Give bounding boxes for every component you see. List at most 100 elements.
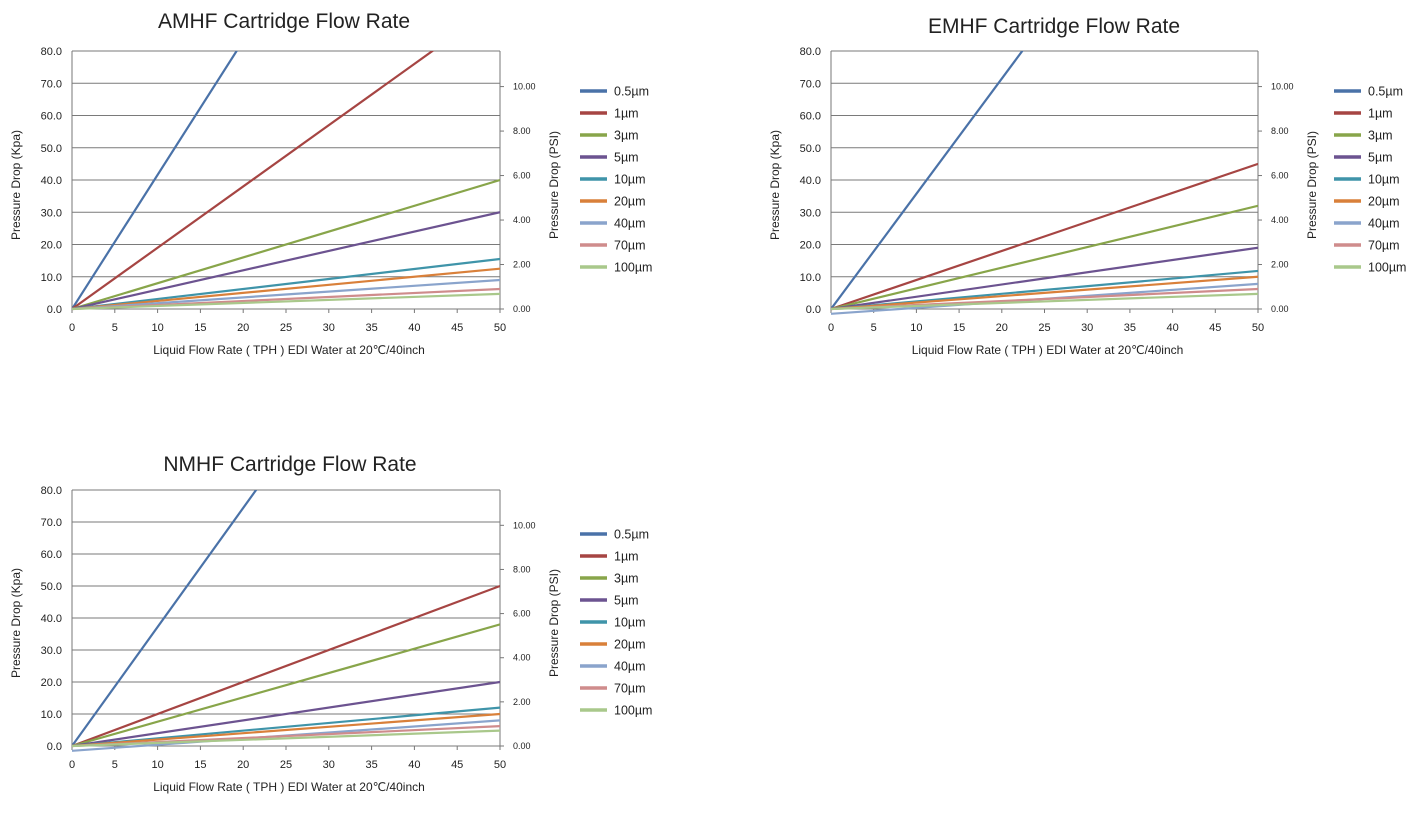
x-tick-label: 40 [408, 759, 420, 771]
series-lines [72, 51, 500, 311]
series-line-20um [72, 712, 500, 748]
series-line-3um [72, 623, 500, 748]
series-line-0.5um [72, 490, 258, 747]
series-line-100um [831, 292, 1258, 311]
series-line-0.5um [831, 51, 1024, 310]
x-tick-label: 40 [1166, 322, 1178, 334]
y2-tick-label: 4.00 [513, 215, 531, 225]
x-tick-label: 30 [323, 759, 335, 771]
y2-tick-label: 4.00 [513, 653, 531, 663]
y-axis-label: Pressure Drop (Kpa) [768, 130, 782, 240]
series-line-5um [72, 680, 500, 748]
y2-tick-label: 0.00 [513, 304, 531, 314]
y-tick-label: 10.0 [41, 272, 62, 284]
y-tick-label: 30.0 [800, 207, 821, 219]
x-tick-label: 15 [194, 322, 206, 334]
legend-label: 100µm [614, 261, 652, 275]
y-tick-label: 60.0 [800, 111, 821, 123]
legend-label: 1µm [614, 550, 639, 564]
x-tick-label: 5 [871, 322, 877, 334]
series-line-100um [72, 729, 500, 748]
x-tick-label: 30 [1081, 322, 1093, 334]
chart-title: EMHF Cartridge Flow Rate [928, 15, 1180, 38]
legend-label: 1µm [614, 107, 639, 121]
legend-label: 100µm [1368, 261, 1406, 275]
legend-label: 40µm [1368, 217, 1400, 231]
series-line-3um [831, 204, 1258, 311]
legend-label: 0.5µm [1368, 85, 1403, 99]
x-tick-label: 10 [151, 759, 163, 771]
x-tick-label: 0 [828, 322, 834, 334]
y2-tick-label: 10.00 [1271, 82, 1294, 92]
legend-label: 3µm [614, 129, 639, 143]
legend-label: 70µm [614, 239, 646, 253]
y-tick-label: 50.0 [41, 143, 62, 155]
y-tick-label: 80.0 [41, 485, 62, 497]
y-tick-label: 0.0 [47, 741, 62, 753]
x-tick-label: 30 [323, 322, 335, 334]
legend-label: 20µm [614, 195, 646, 209]
x-tick-label: 0 [69, 759, 75, 771]
y2-tick-label: 2.00 [1271, 260, 1289, 270]
y-tick-label: 50.0 [800, 143, 821, 155]
x-tick-label: 35 [365, 322, 377, 334]
legend-label: 3µm [1368, 129, 1393, 143]
x-tick-label: 40 [408, 322, 420, 334]
legend-label: 0.5µm [614, 85, 649, 99]
series-line-20um [831, 275, 1258, 311]
x-tick-label: 45 [451, 322, 463, 334]
y-axis-label: Pressure Drop (Kpa) [9, 130, 23, 240]
legend-label: 20µm [614, 638, 646, 652]
chart-nmhf: NMHF Cartridge Flow Rate 0.0 10.0 20.0 30.0 4… [9, 453, 652, 794]
y2-tick-label: 8.00 [1271, 126, 1289, 136]
x-tick-label: 20 [237, 759, 249, 771]
x-tick-label: 5 [112, 759, 118, 771]
y-tick-label: 20.0 [800, 240, 821, 252]
series-line-3um [72, 178, 500, 311]
x-tick-label: 15 [953, 322, 965, 334]
y-axis-label: Pressure Drop (Kpa) [9, 568, 23, 678]
legend-label: 1µm [1368, 107, 1393, 121]
x-tick-label: 45 [451, 759, 463, 771]
legend: 0.5µm 1µm 3µm 5µm 10µm 20µm 40µm 70µm 100µm [580, 528, 652, 718]
x-tick-label: 20 [237, 322, 249, 334]
x-tick-label: 0 [69, 322, 75, 334]
y-tick-label: 80.0 [41, 46, 62, 58]
y-tick-label: 20.0 [41, 677, 62, 689]
y-tick-label: 70.0 [41, 517, 62, 529]
x-tick-label: 10 [151, 322, 163, 334]
series-lines [831, 51, 1258, 315]
series-line-5um [72, 211, 500, 311]
y2-tick-label: 6.00 [513, 609, 531, 619]
legend: 0.5µm 1µm 3µm 5µm 10µm 20µm 40µm 70µm 100µm [1334, 85, 1406, 275]
x-tick-label: 15 [194, 759, 206, 771]
x-tick-label: 25 [1038, 322, 1050, 334]
y2-tick-label: 2.00 [513, 260, 531, 270]
x-tick-label: 10 [910, 322, 922, 334]
y2-tick-label: 0.00 [513, 741, 531, 751]
x-tick-label: 50 [494, 322, 506, 334]
chart-title: NMHF Cartridge Flow Rate [163, 453, 416, 476]
series-line-5um [831, 246, 1258, 311]
y-tick-label: 30.0 [41, 645, 62, 657]
legend-label: 0.5µm [614, 528, 649, 542]
legend-label: 3µm [614, 572, 639, 586]
legend-label: 5µm [1368, 151, 1393, 165]
y-tick-label: 70.0 [41, 78, 62, 90]
series-line-20um [72, 267, 500, 311]
x-tick-label: 20 [996, 322, 1008, 334]
legend-label: 10µm [614, 616, 646, 630]
y2-tick-label: 6.00 [1271, 171, 1289, 181]
series-lines [72, 490, 500, 752]
x-tick-label: 45 [1209, 322, 1221, 334]
y-tick-label: 40.0 [41, 175, 62, 187]
series-line-1um [72, 51, 435, 310]
legend-label: 100µm [614, 704, 652, 718]
y-tick-label: 60.0 [41, 549, 62, 561]
legend-label: 70µm [614, 682, 646, 696]
y2-axis-label: Pressure Drop (PSI) [547, 569, 561, 677]
chart-amhf: AMHF Cartridge Flow Rate 0.0 10.0 20.0 30.0 4… [9, 10, 652, 357]
y2-tick-label: 10.00 [513, 520, 536, 530]
legend-label: 10µm [614, 173, 646, 187]
